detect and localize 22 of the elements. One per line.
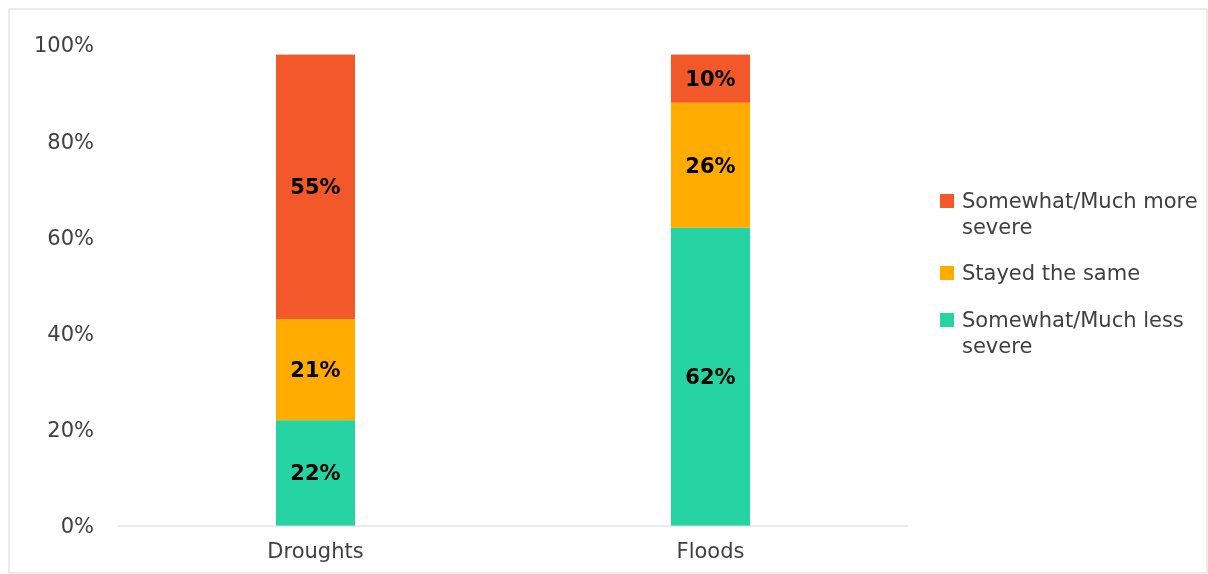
y-tick-label: 0%	[60, 514, 94, 539]
data-label: 22%	[290, 461, 341, 486]
data-label: 21%	[290, 358, 341, 383]
x-tick-label: Floods	[676, 539, 745, 563]
data-label: 10%	[685, 67, 736, 92]
y-tick-label: 60%	[47, 225, 94, 250]
x-tick-label: Droughts	[267, 539, 364, 563]
y-tick-label: 20%	[47, 418, 94, 443]
bar	[671, 102, 750, 228]
bar	[671, 227, 750, 526]
y-tick-label: 40%	[47, 321, 94, 346]
data-label: 26%	[685, 153, 736, 178]
legend-label: Somewhat/Much more severe	[962, 189, 1198, 239]
bar	[276, 420, 355, 526]
bar	[276, 319, 355, 421]
data-label: 55%	[290, 175, 341, 200]
data-label: 62%	[685, 365, 736, 390]
bar	[276, 54, 355, 320]
y-tick-label: 80%	[47, 129, 94, 154]
legend-label: Somewhat/Much less severe	[962, 308, 1184, 358]
y-tick-label: 100%	[33, 33, 94, 58]
legend-label: Stayed the same	[962, 261, 1141, 286]
